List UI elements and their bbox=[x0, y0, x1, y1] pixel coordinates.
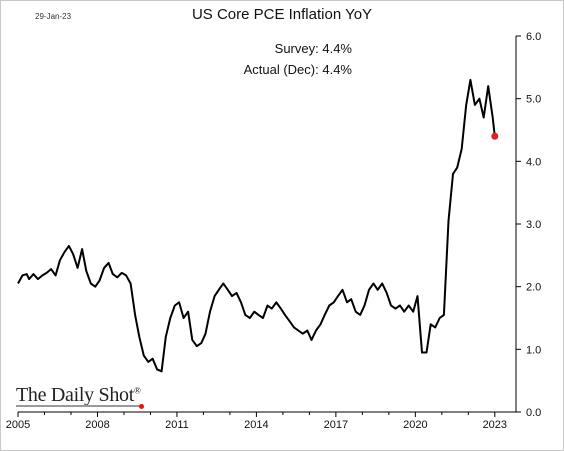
survey-label: Survey: bbox=[274, 41, 319, 56]
y-tick-label: 4.0 bbox=[526, 156, 541, 168]
logo-dot bbox=[139, 404, 144, 409]
x-tick-label: 2014 bbox=[244, 419, 268, 431]
chart-title: US Core PCE Inflation YoY bbox=[191, 6, 373, 23]
x-tick-label: 2011 bbox=[165, 419, 189, 431]
logo-text: The Daily Shot bbox=[16, 384, 135, 406]
registered-mark: ® bbox=[134, 385, 141, 396]
actual-value: 4.4% bbox=[322, 62, 352, 77]
survey-value: 4.4% bbox=[322, 41, 352, 56]
daily-shot-logo: The Daily Shot® bbox=[16, 384, 141, 407]
y-tick-label: 6.0 bbox=[526, 31, 541, 43]
x-tick-label: 2017 bbox=[324, 419, 348, 431]
x-tick-label: 2008 bbox=[85, 419, 109, 431]
x-tick-label: 2023 bbox=[483, 419, 507, 431]
x-tick-label: 2005 bbox=[6, 419, 30, 431]
y-tick-label: 1.0 bbox=[526, 344, 541, 356]
y-tick-label: 2.0 bbox=[526, 282, 541, 294]
y-tick-label: 0.0 bbox=[526, 407, 541, 419]
actual-label: Actual (Dec): bbox=[243, 62, 319, 77]
y-tick-label: 3.0 bbox=[526, 219, 541, 231]
annotation-box: Survey: 4.4% Actual (Dec): 4.4% bbox=[210, 38, 352, 80]
latest-value-marker bbox=[491, 132, 499, 140]
date-stamp: 29-Jan-23 bbox=[35, 12, 72, 21]
logo-underline bbox=[16, 405, 140, 407]
y-tick-label: 5.0 bbox=[526, 94, 541, 106]
survey-annotation: Survey: 4.4% bbox=[210, 38, 352, 59]
x-tick-label: 2020 bbox=[403, 419, 427, 431]
series-line bbox=[17, 78, 496, 373]
actual-annotation: Actual (Dec): 4.4% bbox=[210, 59, 352, 80]
